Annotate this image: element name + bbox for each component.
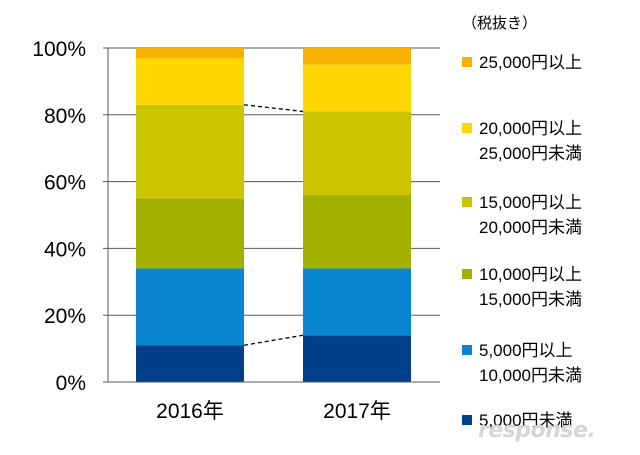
legend-swatch [462, 57, 472, 67]
legend-label-line: 20,000円未満 [479, 218, 582, 237]
connector-line [243, 334, 304, 346]
legend-item: 10,000円以上 15,000円未満 [462, 262, 582, 312]
legend-swatch [462, 345, 472, 355]
bar-segment [136, 198, 244, 269]
legend-swatch [462, 415, 472, 425]
legend-swatch [462, 197, 472, 207]
legend-label-line: 10,000円未満 [479, 366, 582, 385]
legend-label-line: 5,000円以上 [479, 341, 573, 360]
legend-label-line: 10,000円以上 [479, 265, 582, 284]
legend-item: 25,000円以上 [462, 50, 582, 75]
bar-segment [136, 58, 244, 105]
legend-label: 5,000円以上 10,000円未満 [479, 338, 582, 388]
legend-swatch [462, 123, 472, 133]
legend-item: 20,000円以上 25,000円未満 [462, 116, 582, 166]
x-tick-label: 2017年 [323, 400, 391, 423]
legend-label-line: 15,000円未満 [479, 290, 582, 309]
legend-label: 5,000円未満 [479, 408, 573, 433]
watermark-logo: response. [478, 418, 596, 443]
legend-item: 15,000円以上 20,000円未満 [462, 190, 582, 240]
bar-segment [136, 104, 244, 199]
x-tick-label: 2016年 [156, 400, 224, 423]
bar-segment [303, 268, 411, 336]
bar-segment [303, 111, 411, 195]
bar-segment [303, 194, 411, 269]
legend-label: 15,000円以上 20,000円未満 [479, 190, 582, 240]
y-tick-label: 60% [44, 172, 86, 195]
bar-segment [136, 345, 244, 382]
axes: 0% 20% 40% 60% 80% 100% 2016年 2017年 [32, 38, 440, 423]
bar-segment [303, 335, 411, 382]
bars [136, 48, 411, 382]
bar-segment [303, 48, 411, 65]
bar-segment [303, 64, 411, 112]
legend-label-line: 20,000円以上 [479, 119, 582, 138]
y-tick-label: 20% [44, 305, 86, 328]
y-tick-label: 80% [44, 105, 86, 128]
legend-item: 5,000円未満 [462, 408, 573, 433]
legend-label: 10,000円以上 15,000円未満 [479, 262, 582, 312]
legend-label-line: 25,000円以上 [479, 53, 582, 72]
legend-label: 20,000円以上 25,000円未満 [479, 116, 582, 166]
legend-swatch [462, 269, 472, 279]
legend-label-line: 5,000円未満 [479, 411, 573, 430]
connector-line [243, 104, 304, 113]
legend-item: 5,000円以上 10,000円未満 [462, 338, 582, 388]
legend-label-line: 25,000円未満 [479, 144, 582, 163]
legend-label-line: 15,000円以上 [479, 193, 582, 212]
bar-segment [136, 268, 244, 346]
connector-lines [243, 104, 304, 346]
bar-segment [136, 48, 244, 59]
legend-note: （税抜き） [462, 15, 538, 32]
y-tick-label: 100% [32, 38, 86, 61]
y-tick-label: 40% [44, 238, 86, 261]
y-tick-label: 0% [56, 372, 86, 395]
legend-label: 25,000円以上 [479, 50, 582, 75]
